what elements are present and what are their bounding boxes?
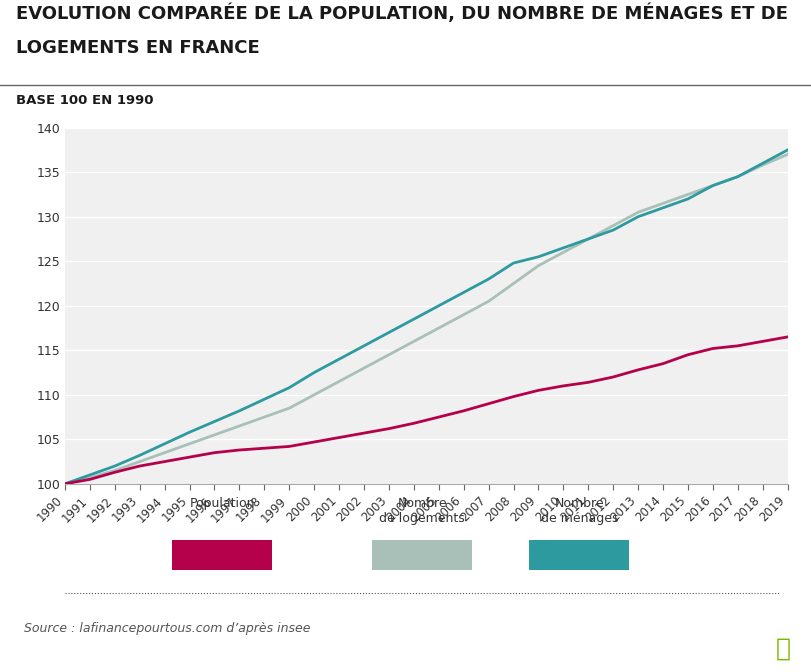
Bar — [529, 540, 629, 570]
Text: Nombre
de ménages: Nombre de ménages — [540, 497, 617, 526]
Text: EVOLUTION COMPARÉE DE LA POPULATION, DU NOMBRE DE MÉNAGES ET DE: EVOLUTION COMPARÉE DE LA POPULATION, DU … — [16, 3, 787, 23]
Text: 🌳: 🌳 — [775, 636, 790, 661]
Text: Population: Population — [189, 497, 255, 510]
Text: BASE 100 EN 1990: BASE 100 EN 1990 — [16, 94, 153, 108]
Bar — [172, 540, 272, 570]
Text: LOGEMENTS EN FRANCE: LOGEMENTS EN FRANCE — [16, 39, 260, 56]
Text: Nombre
de logements: Nombre de logements — [379, 497, 465, 526]
Bar — [371, 540, 472, 570]
Text: Source : lafinancepourtous.com d’après insee: Source : lafinancepourtous.com d’après i… — [24, 622, 311, 634]
